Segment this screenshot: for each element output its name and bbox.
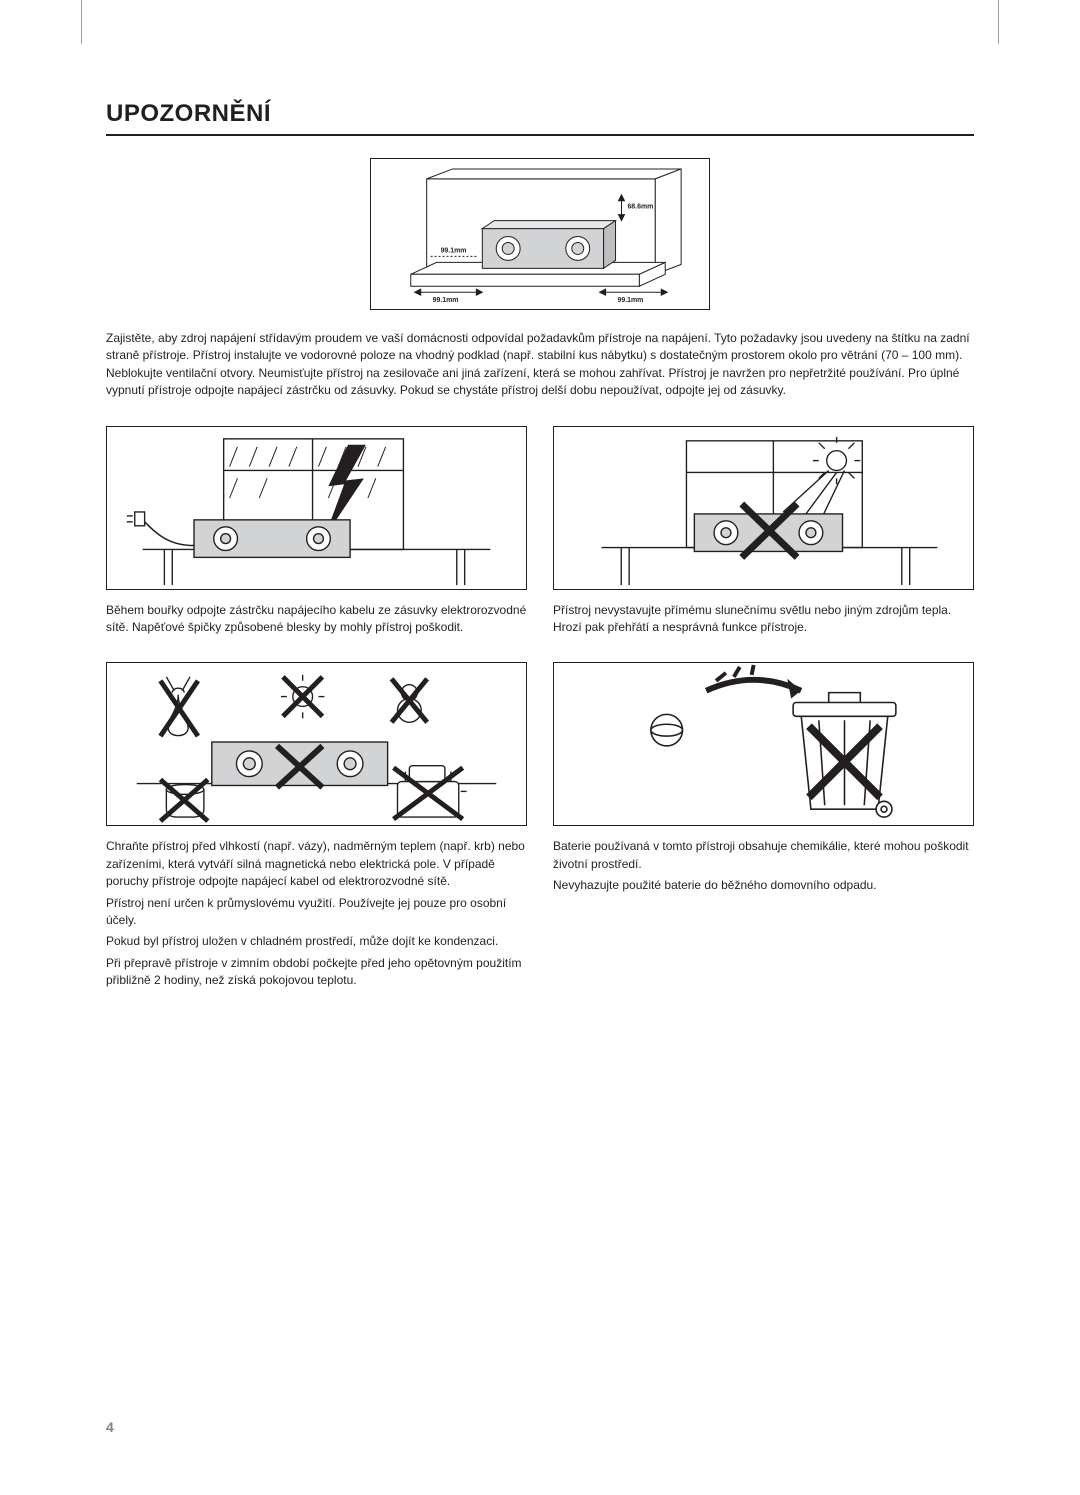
crop-mark-left <box>81 0 82 44</box>
warning-row-1: Během bouřky odpojte zástrčku napájecího… <box>106 426 974 637</box>
moisture-caption: Chraňte přístroj před vlhkostí (např. vá… <box>106 838 527 989</box>
moisture-p2: Přístroj není určen k průmyslovému využi… <box>106 895 527 930</box>
moisture-p1: Chraňte přístroj před vlhkostí (např. vá… <box>106 838 527 890</box>
page-title: UPOZORNĚNÍ <box>106 100 974 136</box>
intro-para-1: Zajistěte, aby zdroj napájení střídavým … <box>106 330 974 365</box>
battery-p1: Baterie používaná v tomto přístroji obsa… <box>553 838 974 873</box>
moisture-illustration <box>106 662 527 826</box>
battery-illustration <box>553 662 974 826</box>
warning-sun: Přístroj nevystavujte přímému slunečnímu… <box>553 426 974 637</box>
crop-mark-right <box>998 0 999 44</box>
sun-illustration <box>553 426 974 590</box>
warning-moisture: Chraňte přístroj před vlhkostí (např. vá… <box>106 662 527 989</box>
dim-bottom-right-label: 99.1mm <box>618 297 644 304</box>
sun-text: Přístroj nevystavujte přímému slunečnímu… <box>553 602 974 637</box>
intro-para-2: Neblokujte ventilační otvory. Neumisťujt… <box>106 365 974 400</box>
warning-storm: Během bouřky odpojte zástrčku napájecího… <box>106 426 527 637</box>
moisture-p4: Při přepravě přístroje v zimním období p… <box>106 955 527 990</box>
dim-bottom-left-label: 99.1mm <box>433 297 459 304</box>
dim-left-label: 99.1mm <box>441 247 467 254</box>
dim-top-right-label: 68.6mm <box>627 204 653 211</box>
storm-caption: Během bouřky odpojte zástrčku napájecího… <box>106 602 527 637</box>
battery-caption: Baterie používaná v tomto přístroji obsa… <box>553 838 974 894</box>
moisture-p3: Pokud byl přístroj uložen v chladném pro… <box>106 933 527 950</box>
ventilation-diagram: 68.6mm 99.1mm 99.1mm 99.1mm <box>370 158 710 310</box>
page: UPOZORNĚNÍ <box>0 0 1080 1495</box>
page-number: 4 <box>106 1419 114 1435</box>
storm-text: Během bouřky odpojte zástrčku napájecího… <box>106 602 527 637</box>
intro-text: Zajistěte, aby zdroj napájení střídavým … <box>106 330 974 400</box>
battery-p2: Nevyhazujte použité baterie do běžného d… <box>553 877 974 894</box>
warning-row-2: Chraňte přístroj před vlhkostí (např. vá… <box>106 662 974 989</box>
warning-battery: Baterie používaná v tomto přístroji obsa… <box>553 662 974 989</box>
storm-illustration <box>106 426 527 590</box>
sun-caption: Přístroj nevystavujte přímému slunečnímu… <box>553 602 974 637</box>
